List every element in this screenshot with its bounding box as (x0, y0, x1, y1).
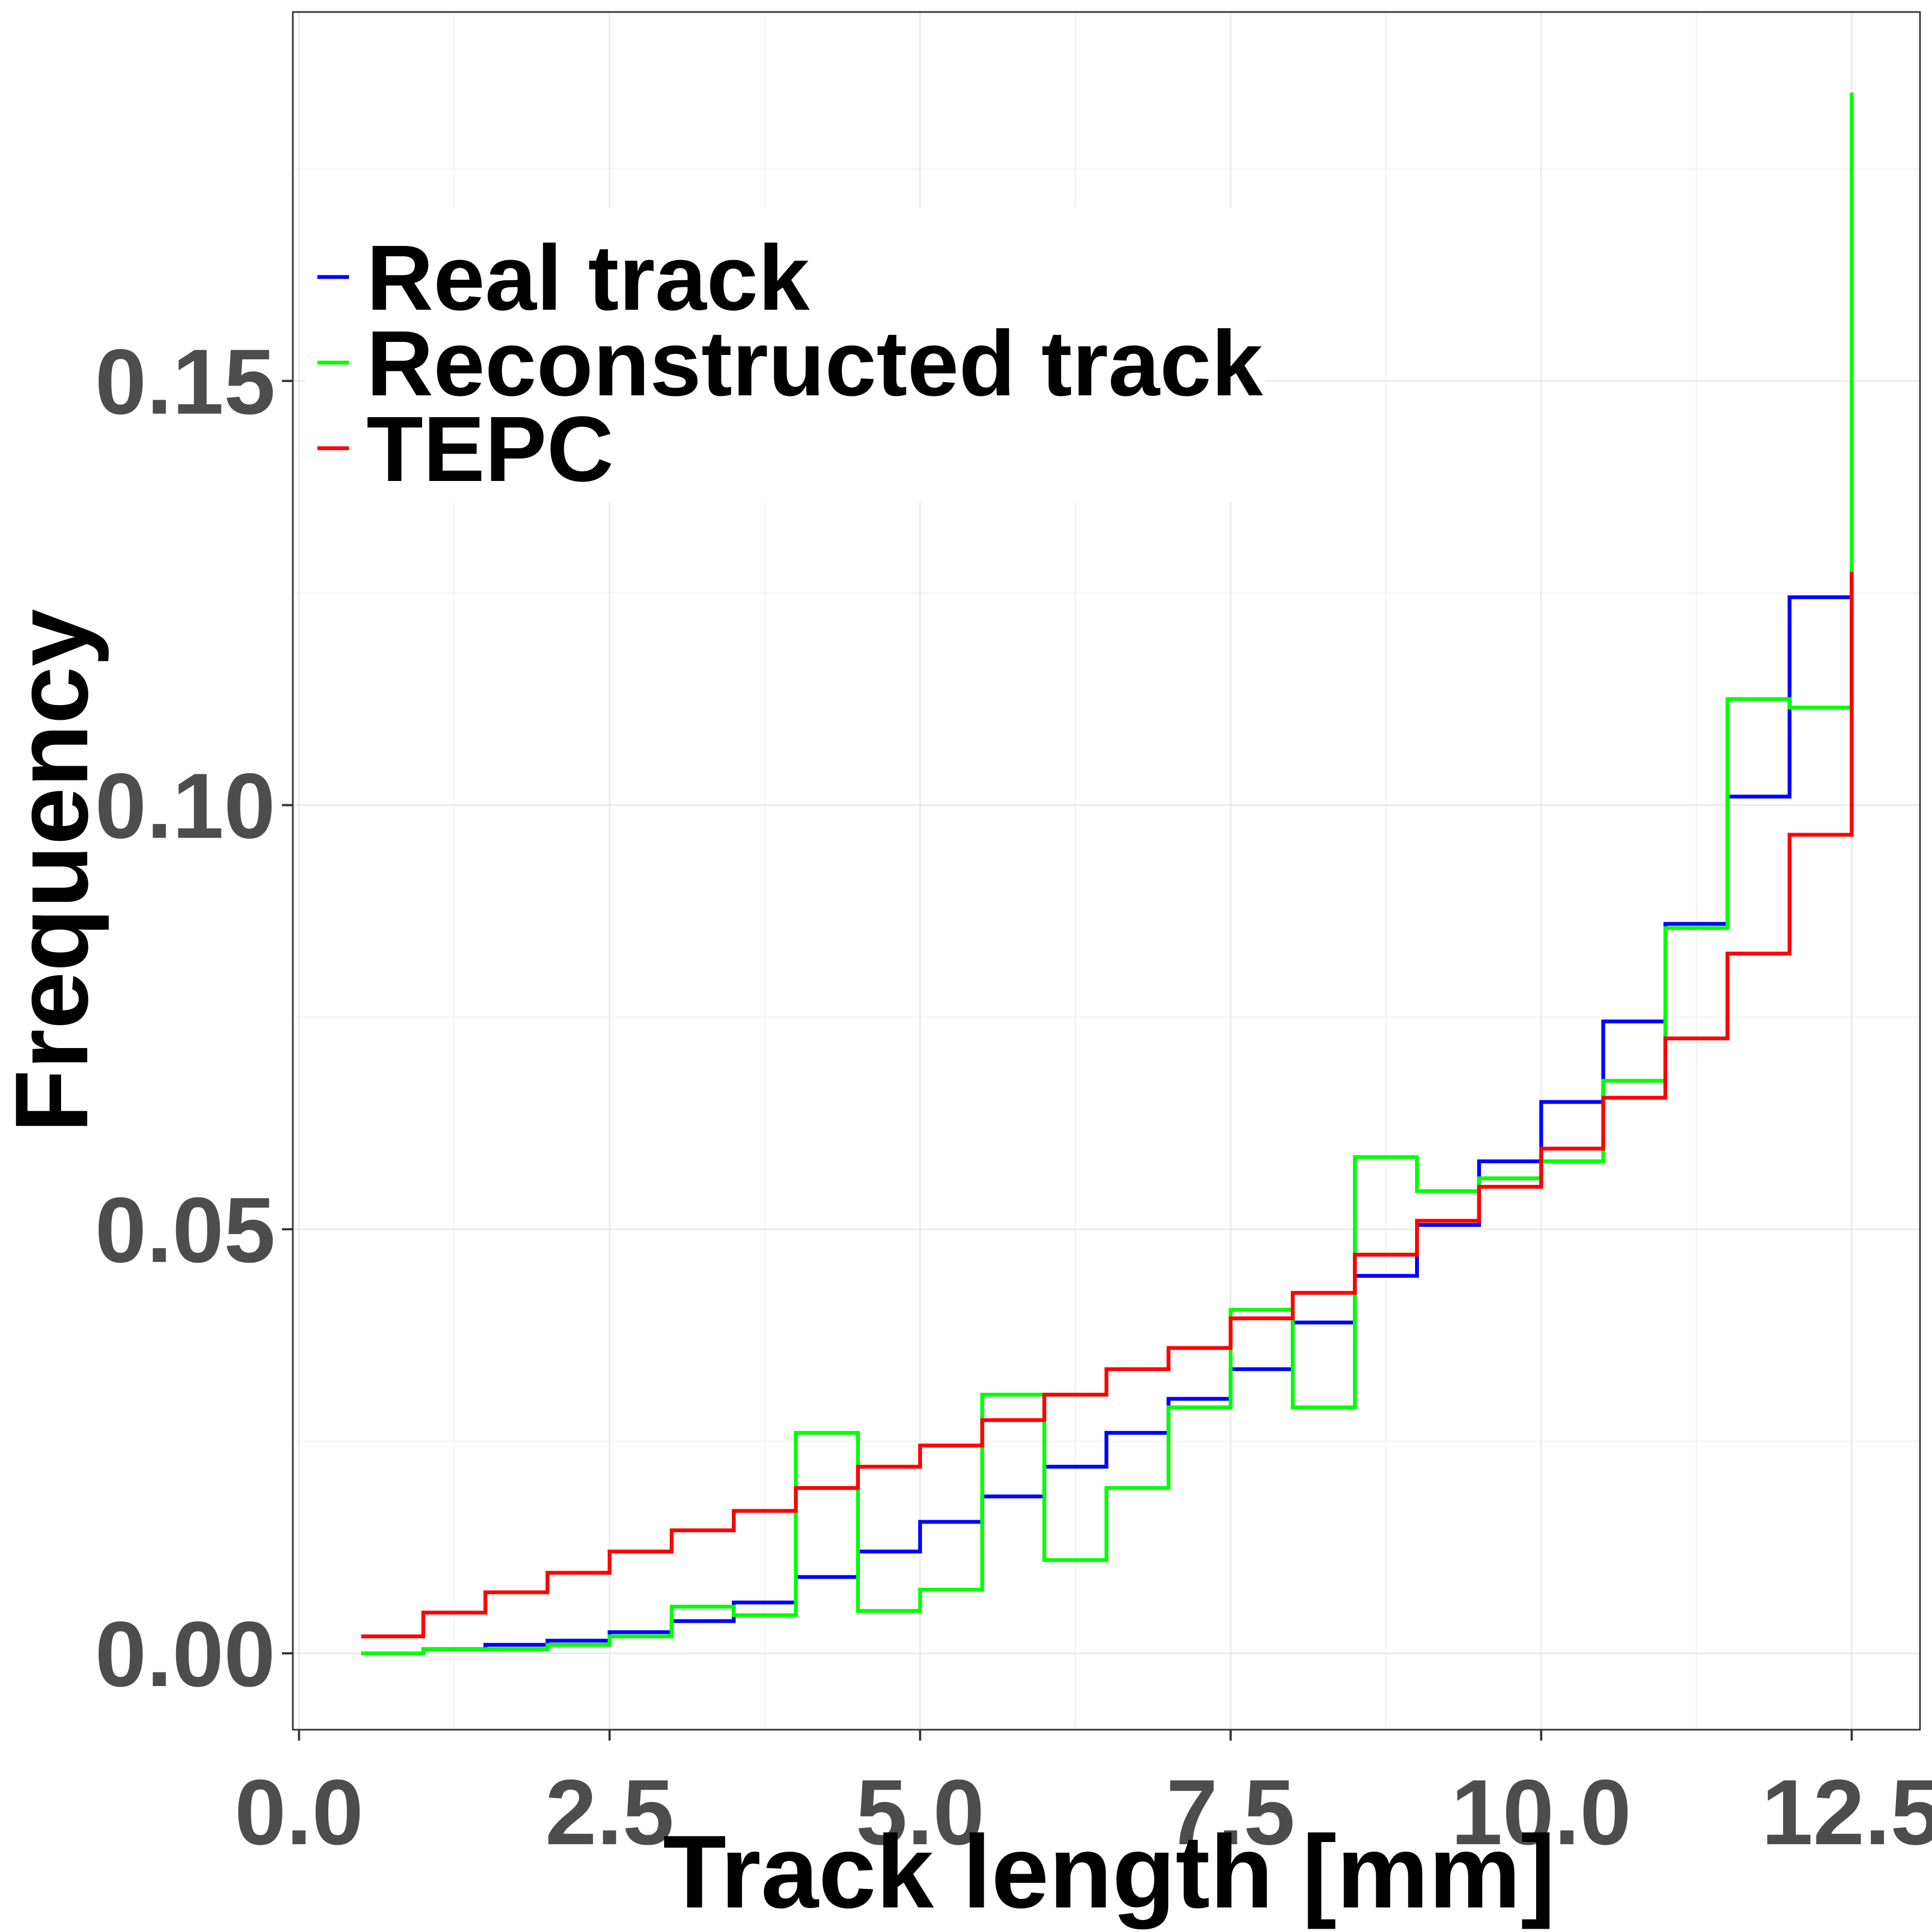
legend-label: TEPC (366, 398, 613, 501)
x-tick-label: 2.5 (545, 1761, 674, 1864)
x-axis-ticks: 0.0 2.5 5.0 7.5 10.0 12.5 (234, 1730, 1932, 1864)
x-tick-label: 0.0 (234, 1761, 363, 1864)
y-tick-label: 0.10 (95, 754, 275, 858)
plot-border (292, 11, 1921, 1731)
grid-major (293, 12, 1920, 1730)
legend-label: Real track (366, 226, 810, 330)
y-axis-title: Frequency (0, 609, 110, 1133)
legend-label: Reconstructed track (366, 312, 1263, 416)
x-tick-label: 10.0 (1451, 1761, 1632, 1864)
series-line-reconstructed-track (361, 92, 1854, 1656)
series-line-tepc (361, 571, 1854, 1639)
legend-background (305, 207, 1265, 502)
x-tick-label: 12.5 (1761, 1761, 1932, 1864)
y-tick-label: 0.15 (95, 330, 275, 434)
y-tick-label: 0.00 (95, 1603, 275, 1706)
x-tick-label: 5.0 (856, 1761, 984, 1864)
y-tick-label: 0.05 (95, 1178, 275, 1282)
x-axis-title: Track length [mm] (663, 1814, 1555, 1930)
y-axis-ticks: 0.00 0.05 0.10 0.15 (95, 330, 293, 1706)
series-lines (361, 92, 1854, 1656)
x-tick-label: 7.5 (1166, 1761, 1295, 1864)
